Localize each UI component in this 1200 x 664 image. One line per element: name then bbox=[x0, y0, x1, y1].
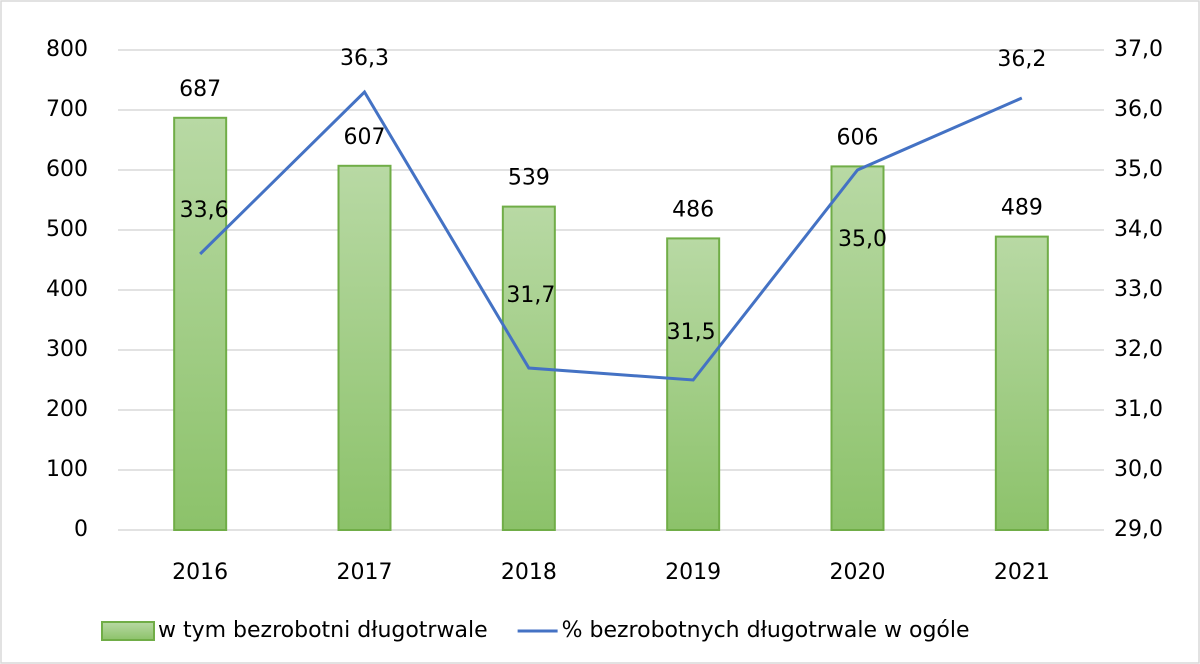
y2-tick-label: 31,0 bbox=[1114, 397, 1163, 422]
bar bbox=[830, 165, 885, 531]
y2-tick-label: 29,0 bbox=[1114, 517, 1163, 542]
bar-value-label: 539 bbox=[508, 166, 550, 191]
legend-label: w tym bezrobotni długotrwale bbox=[158, 618, 488, 643]
x-tick-label: 2018 bbox=[501, 560, 557, 585]
bar-value-label: 687 bbox=[179, 77, 221, 102]
x-tick-label: 2021 bbox=[994, 560, 1050, 585]
y-tick-label: 700 bbox=[46, 97, 88, 122]
y-tick-label: 600 bbox=[46, 157, 88, 182]
legend-label: % bezrobotnych długotrwale w ogóle bbox=[562, 618, 970, 643]
y2-tick-label: 37,0 bbox=[1114, 37, 1163, 62]
bar bbox=[173, 116, 228, 532]
line bbox=[199, 89, 1023, 382]
y2-tick-label: 30,0 bbox=[1114, 457, 1163, 482]
y2-tick-label: 34,0 bbox=[1114, 217, 1163, 242]
x-tick-label: 2020 bbox=[830, 560, 886, 585]
legend-swatch bbox=[101, 621, 155, 641]
bar-value-label: 486 bbox=[672, 197, 714, 222]
line-value-label: 36,3 bbox=[340, 46, 389, 71]
y-tick-label: 300 bbox=[46, 337, 88, 362]
y-tick-label: 500 bbox=[46, 217, 88, 242]
y2-tick-label: 32,0 bbox=[1114, 337, 1163, 362]
x-tick-label: 2019 bbox=[665, 560, 721, 585]
bar bbox=[666, 237, 721, 531]
line-value-label: 35,0 bbox=[838, 227, 887, 252]
line-value-label: 36,2 bbox=[997, 47, 1046, 72]
y2-tick-label: 33,0 bbox=[1114, 277, 1163, 302]
line-value-label: 31,5 bbox=[667, 320, 716, 345]
y-tick-label: 200 bbox=[46, 397, 88, 422]
y-tick-label: 400 bbox=[46, 277, 88, 302]
line-value-label: 33,6 bbox=[180, 198, 229, 223]
y-tick-label: 0 bbox=[74, 517, 88, 542]
line-value-label: 31,7 bbox=[506, 283, 555, 308]
y-tick-label: 100 bbox=[46, 457, 88, 482]
bar-value-label: 606 bbox=[837, 125, 879, 150]
y-tick-label: 800 bbox=[46, 37, 88, 62]
x-tick-label: 2016 bbox=[172, 560, 228, 585]
y2-tick-label: 35,0 bbox=[1114, 157, 1163, 182]
x-tick-label: 2017 bbox=[337, 560, 393, 585]
bar bbox=[994, 235, 1049, 531]
bar-value-label: 489 bbox=[1001, 196, 1043, 221]
bar bbox=[337, 164, 392, 532]
y2-tick-label: 36,0 bbox=[1114, 97, 1163, 122]
bar-value-label: 607 bbox=[344, 125, 386, 150]
